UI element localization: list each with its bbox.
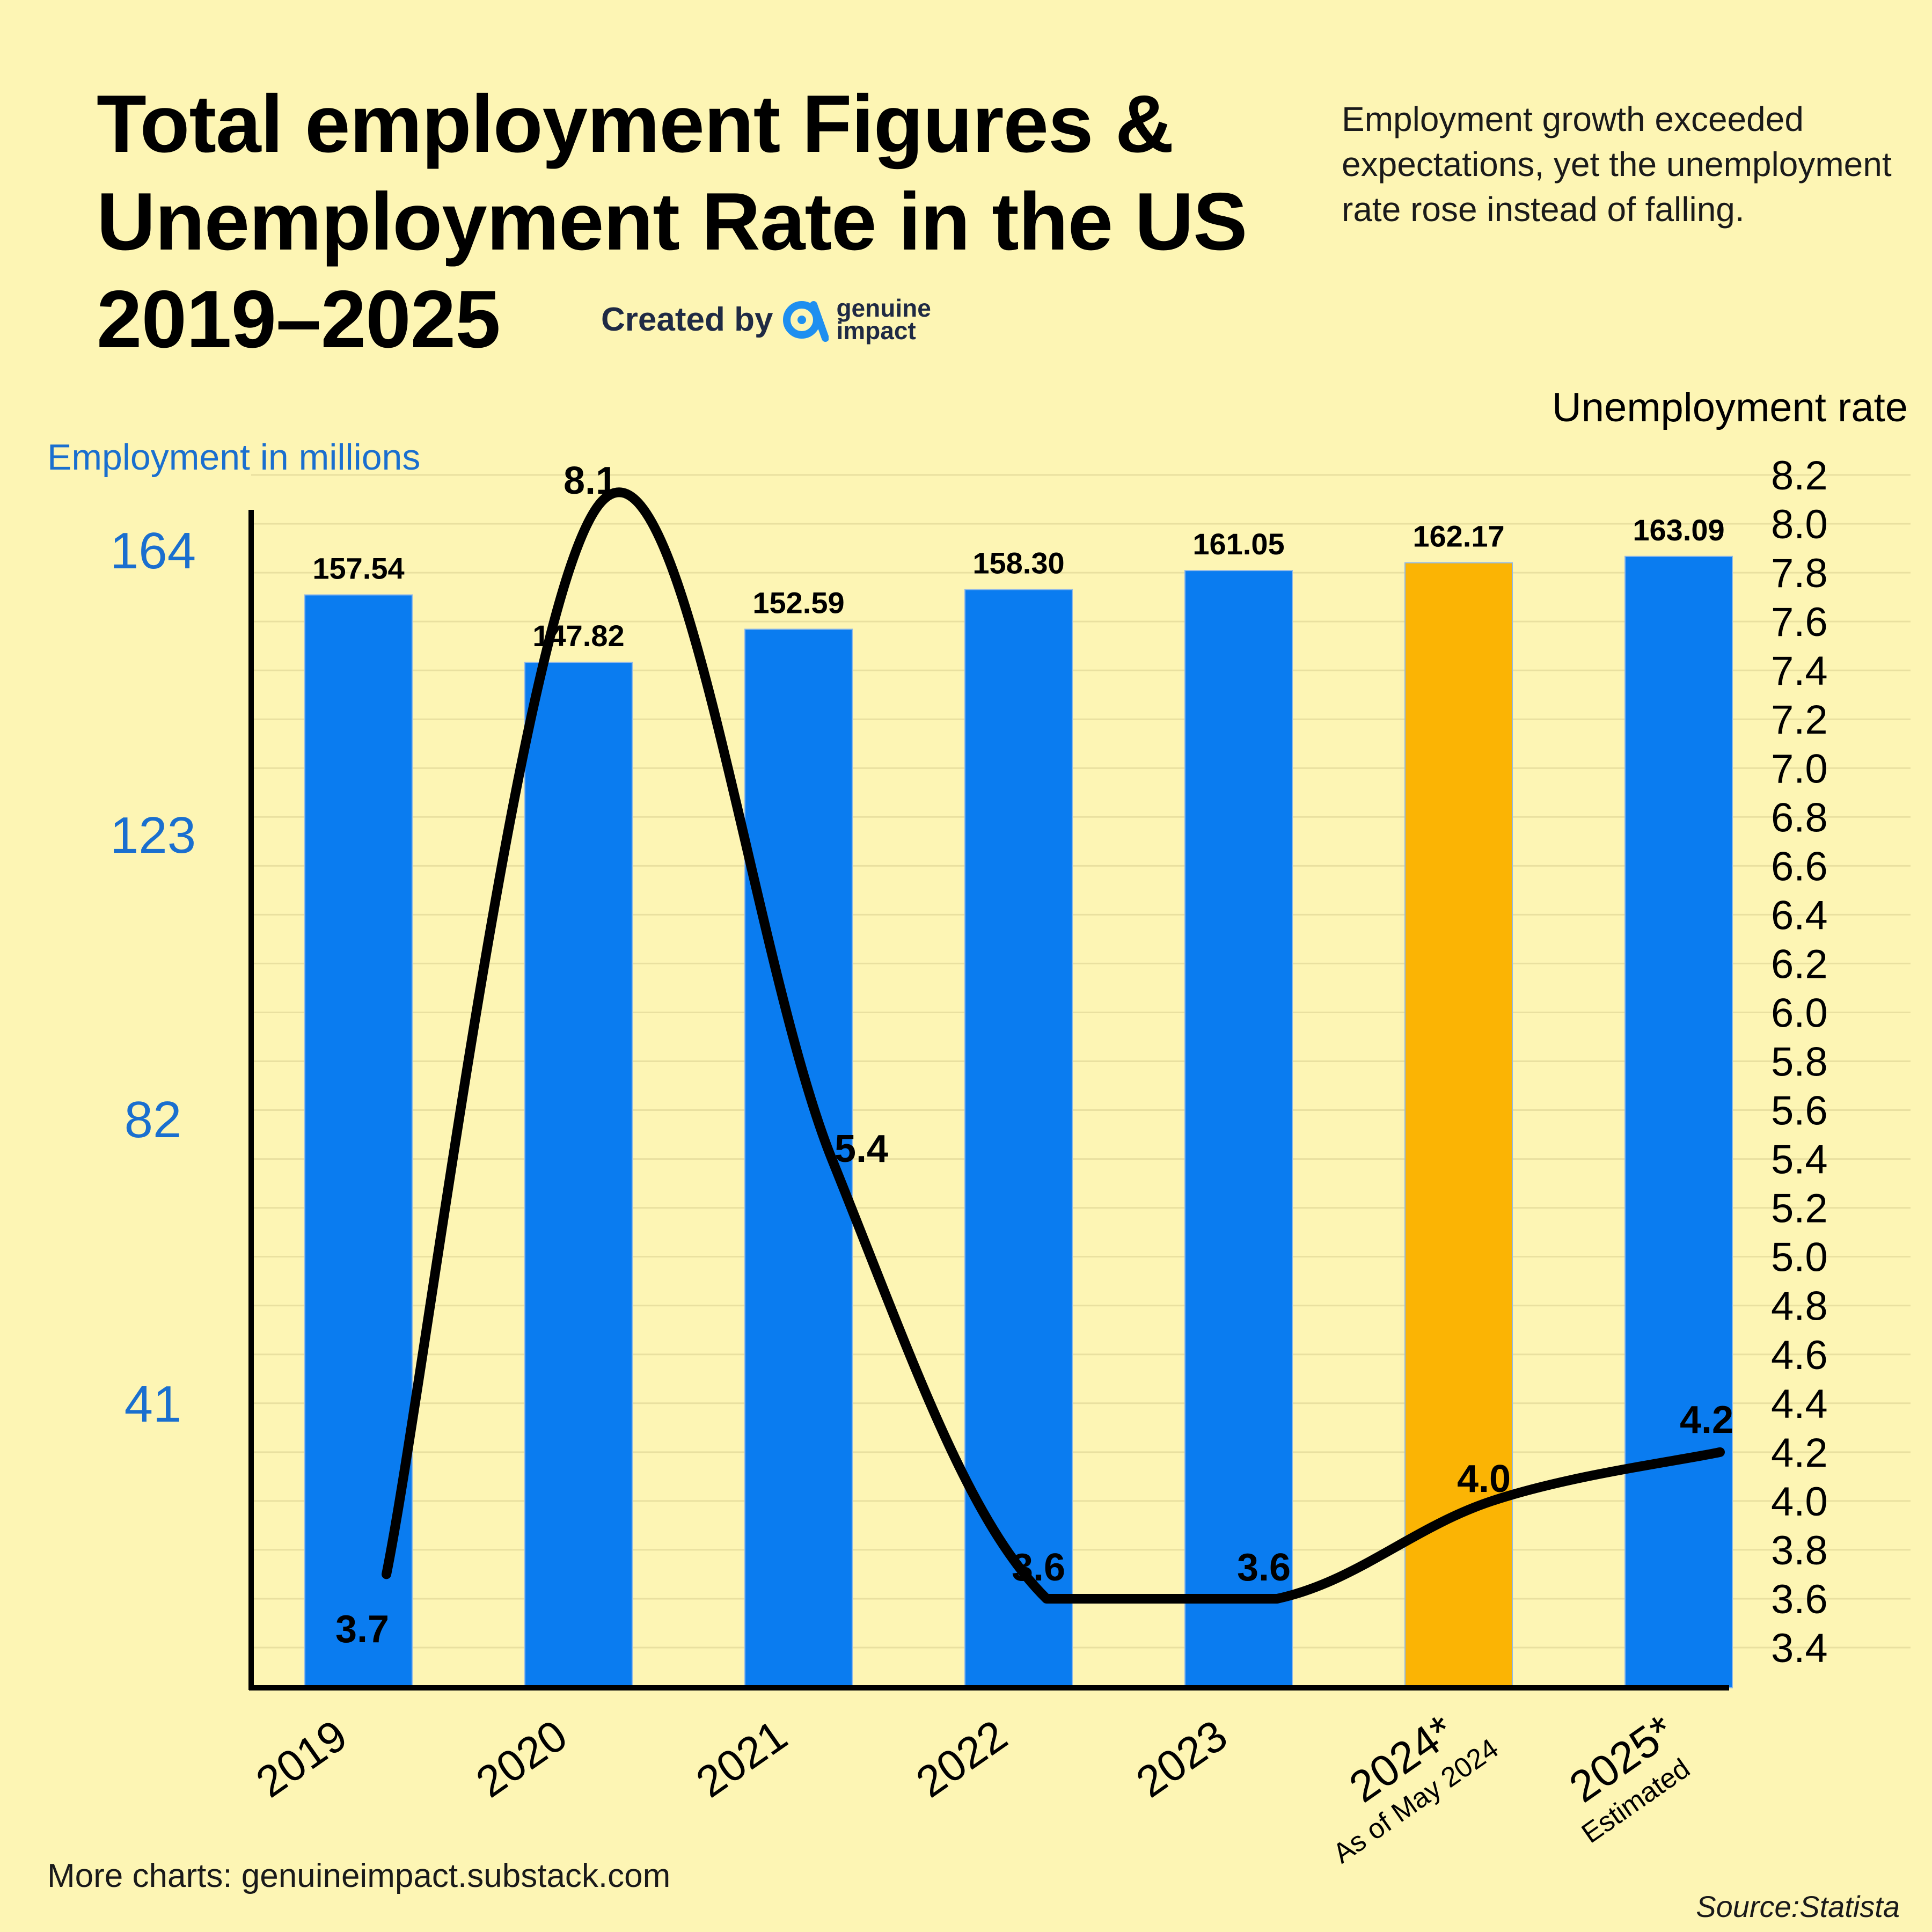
bar-value-label: 161.05 bbox=[1192, 527, 1284, 561]
y-tick-label-right: 6.4 bbox=[1771, 892, 1828, 938]
y-tick-label-right: 4.8 bbox=[1771, 1284, 1828, 1329]
y-tick-label-right: 5.2 bbox=[1771, 1186, 1828, 1232]
bar-value-label: 157.54 bbox=[312, 552, 404, 586]
bar-2022 bbox=[964, 589, 1073, 1688]
y-tick-label-right: 7.2 bbox=[1771, 697, 1828, 743]
source-text: Source:Statista bbox=[1696, 1890, 1900, 1923]
brand-name-line1: genuine bbox=[836, 294, 931, 322]
y-tick-label-left: 41 bbox=[125, 1375, 182, 1433]
y-tick-label-left: 82 bbox=[125, 1091, 182, 1148]
y-tick-label-right: 4.0 bbox=[1771, 1479, 1828, 1525]
line-value-label: 4.2 bbox=[1680, 1399, 1733, 1441]
y-tick-label-right: 5.0 bbox=[1771, 1235, 1828, 1280]
y-tick-label-right: 7.6 bbox=[1771, 599, 1828, 645]
y-tick-label-right: 5.8 bbox=[1771, 1040, 1828, 1085]
unemployment-line-path bbox=[382, 487, 1725, 1604]
x-tick-label: 2022 bbox=[908, 1711, 1016, 1807]
y-tick-label-left: 164 bbox=[110, 522, 196, 580]
line-value-label: 3.6 bbox=[1012, 1546, 1065, 1589]
y-tick-label-right: 3.6 bbox=[1771, 1577, 1828, 1622]
bar-2023 bbox=[1184, 570, 1293, 1689]
bar-value-label: 158.30 bbox=[972, 546, 1064, 580]
credit-label: Created by bbox=[601, 301, 773, 338]
y-tick-label-right: 8.2 bbox=[1771, 453, 1828, 499]
y-tick-label-right: 5.6 bbox=[1771, 1088, 1828, 1134]
more-charts-link-text: More charts: genuineimpact.substack.com bbox=[47, 1857, 671, 1894]
bar-value-label: 163.09 bbox=[1633, 513, 1724, 547]
chart-subtitle: Employment growth exceeded expectations,… bbox=[1342, 100, 1892, 229]
genuine-impact-logo-icon bbox=[783, 301, 829, 342]
credit: Created by genuine impact bbox=[601, 292, 931, 346]
y-tick-label-right: 6.6 bbox=[1771, 844, 1828, 889]
y-tick-label-right: 7.4 bbox=[1771, 648, 1828, 694]
line-value-label: 3.7 bbox=[335, 1608, 389, 1651]
employment-bars bbox=[304, 555, 1733, 1689]
brand-name: genuine impact bbox=[836, 294, 931, 345]
x-tick-label: 2020 bbox=[467, 1711, 576, 1807]
y-tick-label-right: 3.8 bbox=[1771, 1528, 1828, 1574]
x-tick-label: 2023 bbox=[1128, 1711, 1236, 1807]
y-axis-title-left: Employment in millions bbox=[47, 437, 420, 478]
line-value-label: 8.1 bbox=[564, 459, 617, 502]
bar-2025 bbox=[1624, 555, 1733, 1688]
y-tick-label-right: 6.2 bbox=[1771, 941, 1828, 987]
x-tick-label: 2021 bbox=[687, 1711, 796, 1807]
bar-value-label: 152.59 bbox=[752, 586, 844, 619]
x-tick-label: 2019 bbox=[247, 1711, 356, 1807]
y-tick-label-right: 6.8 bbox=[1771, 795, 1828, 840]
y-tick-label-right: 4.6 bbox=[1771, 1333, 1828, 1378]
y-axis-title-right: Unemployment rate bbox=[1552, 385, 1908, 430]
bar-2020 bbox=[524, 662, 633, 1688]
y-tick-label-right: 7.8 bbox=[1771, 551, 1828, 596]
line-value-label: 5.4 bbox=[835, 1128, 888, 1170]
y-tick-label-right: 6.0 bbox=[1771, 990, 1828, 1036]
y-tick-label-right: 8.0 bbox=[1771, 502, 1828, 547]
bar-value-label: 162.17 bbox=[1413, 519, 1504, 553]
y-tick-label-right: 4.4 bbox=[1771, 1381, 1828, 1427]
unemployment-line bbox=[382, 487, 1725, 1604]
bar-value-label: 147.82 bbox=[532, 619, 624, 653]
y-tick-label-right: 7.0 bbox=[1771, 746, 1828, 792]
chart-title: Total employment Figures & Unemployment … bbox=[97, 78, 1248, 365]
line-value-label: 4.0 bbox=[1457, 1458, 1511, 1501]
line-value-label: 3.6 bbox=[1237, 1546, 1291, 1589]
y-tick-label-left: 123 bbox=[110, 807, 196, 864]
y-tick-label-right: 3.4 bbox=[1771, 1626, 1828, 1671]
y-tick-label-right: 5.4 bbox=[1771, 1137, 1828, 1183]
y-tick-label-right: 4.2 bbox=[1771, 1430, 1828, 1476]
data-labels: 157.54 147.82 152.59 158.30 161.05 162.17 163.… bbox=[312, 459, 1733, 1651]
brand-name-line2: impact bbox=[836, 317, 916, 345]
